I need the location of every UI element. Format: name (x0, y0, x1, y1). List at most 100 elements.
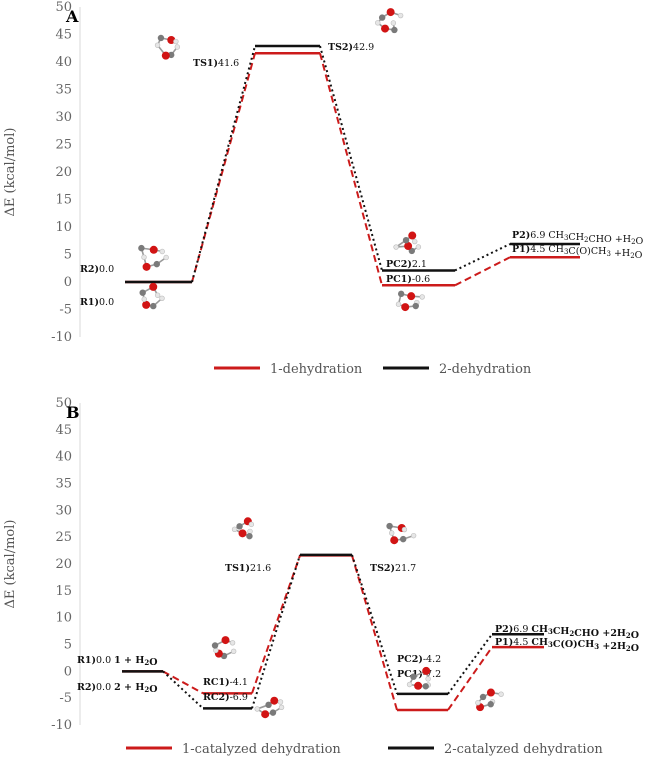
oxygen-atom (261, 710, 270, 719)
atom (393, 244, 399, 250)
atom (401, 526, 408, 533)
level-label-ts1: TS1)41.6 (193, 58, 239, 69)
atom (154, 42, 161, 48)
label-part: CH (553, 626, 570, 637)
series-connector (319, 52, 383, 286)
subscript: 2 (631, 238, 635, 246)
label-part: O (149, 657, 157, 668)
atom (475, 700, 481, 706)
atom (231, 526, 238, 532)
atom (415, 244, 422, 250)
level-label-name: R2) (80, 264, 99, 275)
atom (269, 709, 277, 716)
subscript: 3 (564, 248, 568, 256)
level-label-species: CH3C(O)CH3 +H2O (548, 244, 642, 261)
y-tick-label: 50 (55, 396, 72, 411)
series-connector (319, 45, 383, 271)
molecule-2 (375, 8, 404, 34)
y-tick-label: 0 (64, 664, 72, 679)
atom (211, 642, 219, 649)
oxygen-atom (386, 8, 395, 17)
level-label-name: R1) (77, 655, 96, 666)
atom (422, 683, 429, 690)
level-label-pc1: PC1)-0.6 (386, 274, 430, 285)
atom (236, 523, 243, 530)
atom (159, 295, 165, 302)
atom (391, 26, 398, 34)
level-label-species: CH3CH2CHO +H2O (548, 230, 643, 247)
y-tick-label: 5 (64, 248, 72, 263)
subscript: 3 (564, 234, 568, 242)
label-part: O (631, 630, 639, 641)
atom (425, 676, 431, 682)
subscript: 2 (630, 252, 634, 260)
oxygen-atom (414, 681, 423, 690)
level-label-name: R1) (80, 297, 99, 308)
level-label-value: 42.9 (353, 42, 374, 53)
series-connector (351, 554, 398, 695)
atom (154, 292, 161, 298)
level-label-species: CH3C(O)CH3 +2H2O (531, 637, 639, 654)
atom (157, 34, 165, 42)
y-tick-label: 30 (55, 503, 72, 518)
level-label-name: PC2) (397, 654, 423, 665)
level-label-name: RC1) (203, 677, 230, 688)
label-part: CHO +2H (574, 628, 626, 639)
series-connector (191, 52, 256, 283)
level-label-rc2: RC2)-6.9 (203, 692, 248, 703)
y-tick-label: 40 (55, 450, 72, 465)
level-label-name: P1) (495, 637, 513, 648)
series-connector (191, 45, 256, 283)
label-part: CH (531, 637, 548, 648)
level-label-ts2: TS2)21.7 (370, 563, 416, 574)
level-label-value: 0.0 (96, 655, 111, 666)
atom (406, 681, 413, 688)
atom (410, 532, 417, 539)
atom (230, 648, 237, 655)
y-tick-label: 15 (55, 193, 72, 208)
level-label-value: 0.0 (96, 682, 111, 693)
subscript: 2 (626, 644, 631, 653)
oxygen-atom (486, 688, 495, 697)
level-label-species: 2 + H2O (114, 682, 157, 695)
subscript: 2 (144, 658, 149, 667)
y-tick-label: -5 (59, 303, 72, 318)
series-connector (162, 670, 204, 710)
atom (153, 260, 160, 268)
molecule-6 (395, 290, 425, 312)
molecule-4 (139, 282, 165, 310)
level-label-value: -4.1 (230, 677, 248, 688)
atom (246, 532, 253, 540)
level-label-value: -0.6 (412, 274, 430, 285)
atom (248, 521, 255, 528)
y-tick-label: 10 (55, 220, 72, 235)
label-part: +H (611, 248, 630, 259)
oxygen-atom (401, 303, 410, 312)
oxygen-atom (149, 282, 158, 291)
series-connector (251, 554, 301, 709)
oxygen-atom (142, 262, 151, 271)
atom (402, 236, 410, 244)
atom (254, 706, 260, 712)
oxygen-atom (238, 529, 247, 538)
series-connector (454, 256, 511, 287)
legend-entry: 1-dehydration (270, 362, 363, 377)
level-label-p1: P1)4.5 CH3C(O)CH3 +2H2O (495, 637, 639, 654)
level-label-name: RC2) (203, 692, 230, 703)
level-label-name: TS1) (193, 58, 218, 69)
oxygen-atom (422, 666, 431, 675)
y-tick-label: 45 (55, 28, 72, 43)
level-label-ts1: TS1)21.6 (225, 563, 271, 574)
level-label-value: 21.7 (395, 563, 416, 574)
molecule-9 (211, 636, 237, 660)
subscript: 2 (569, 629, 574, 638)
atom (498, 691, 504, 697)
oxygen-atom (381, 24, 390, 33)
label-part: CH (548, 230, 564, 241)
atom (141, 254, 147, 260)
level-label-name: P2) (512, 230, 530, 241)
atom (278, 704, 285, 711)
oxygen-atom (390, 536, 399, 545)
